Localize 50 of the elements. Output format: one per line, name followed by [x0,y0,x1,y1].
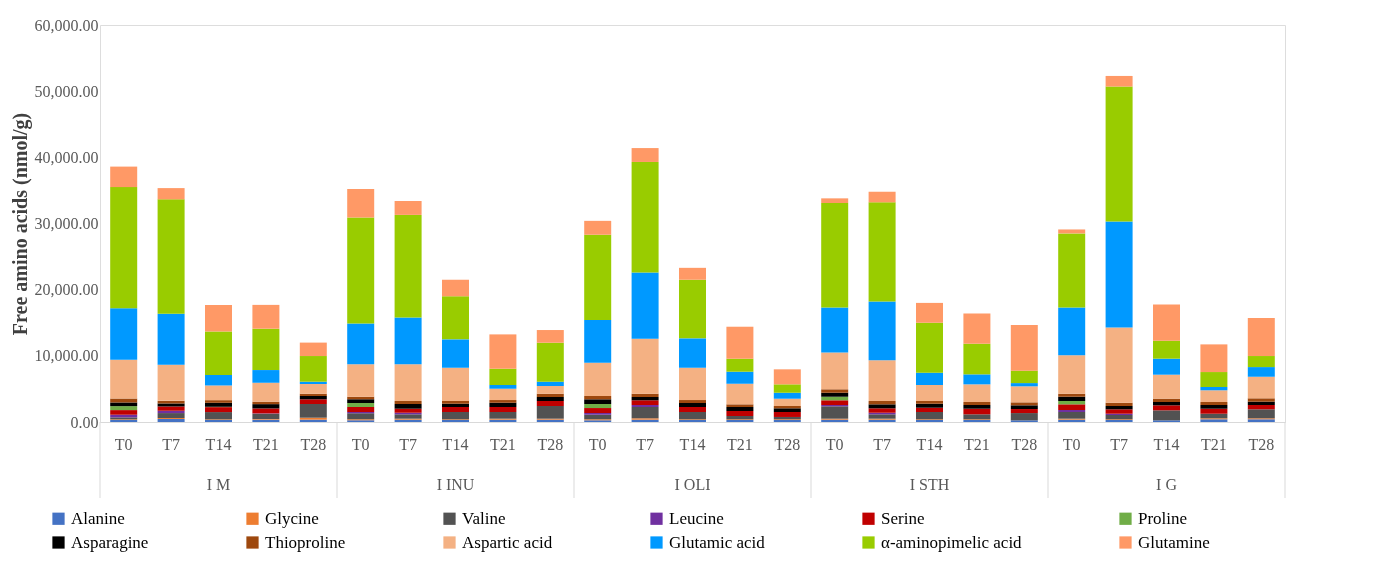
legend-label: Valine [462,508,506,528]
x-tick-label: T14 [679,435,706,453]
y-tick-label: 50,000.00 [34,82,99,100]
text: I INU [436,476,475,493]
y-tick-label: 10,000.00 [34,347,99,365]
legend-label: Glutamine [1138,532,1210,552]
x-tick-label: T28 [537,435,564,453]
text: I M [206,476,231,493]
x-tick-label: T14 [205,435,232,453]
x-tick-label: T21 [964,435,990,453]
x-tick-label: T7 [162,435,180,453]
x-tick-label: T7 [399,435,417,453]
legend-label: Alanine [71,508,125,528]
legend-label: Serine [881,508,925,528]
y-axis-title: Free amino acids (nmol/g) [8,112,32,336]
x-tick-label: T28 [1248,435,1275,453]
x-tick-label: T0 [351,435,370,453]
x-tick-label: T21 [253,435,279,453]
legend-label: Aspartic acid [462,532,553,552]
y-tick-label: 20,000.00 [34,281,99,299]
x-tick-label: T14 [916,435,943,453]
y-tick-label: 40,000.00 [34,148,99,166]
x-tick-label: T0 [588,435,607,453]
x-tick-label: T21 [490,435,516,453]
legend-label: Proline [1138,508,1188,528]
y-tick-label: 30,000.00 [34,215,99,232]
x-tick-label: T28 [774,435,801,453]
text: I STH [909,476,950,493]
x-tick-label: T28 [1011,435,1038,453]
legend-label: Glycine [265,508,319,528]
legend-label: Leucine [669,508,724,528]
x-tick-label: T0 [825,435,844,453]
legend-label: Thioproline [265,532,346,552]
legend-label: Asparagine [71,532,149,552]
x-tick-label: T7 [873,435,891,453]
y-tick-label: 60,000.00 [34,16,99,34]
x-tick-label: T7 [1110,435,1128,453]
x-tick-label: T0 [114,435,133,453]
text: I OLI [674,476,711,493]
x-tick-label: T14 [442,435,469,453]
x-tick-label: T28 [300,435,327,453]
x-tick-label: T21 [1201,435,1227,453]
x-tick-label: T0 [1062,435,1081,453]
x-tick-label: T7 [636,435,654,453]
x-tick-label: T21 [727,435,753,453]
legend-label: Glutamic acid [669,532,766,552]
legend-label: α-aminopimelic acid [881,532,1023,552]
text: I G [1156,476,1178,493]
y-tick-label: 0.00 [70,413,99,431]
x-tick-label: T14 [1153,435,1180,453]
